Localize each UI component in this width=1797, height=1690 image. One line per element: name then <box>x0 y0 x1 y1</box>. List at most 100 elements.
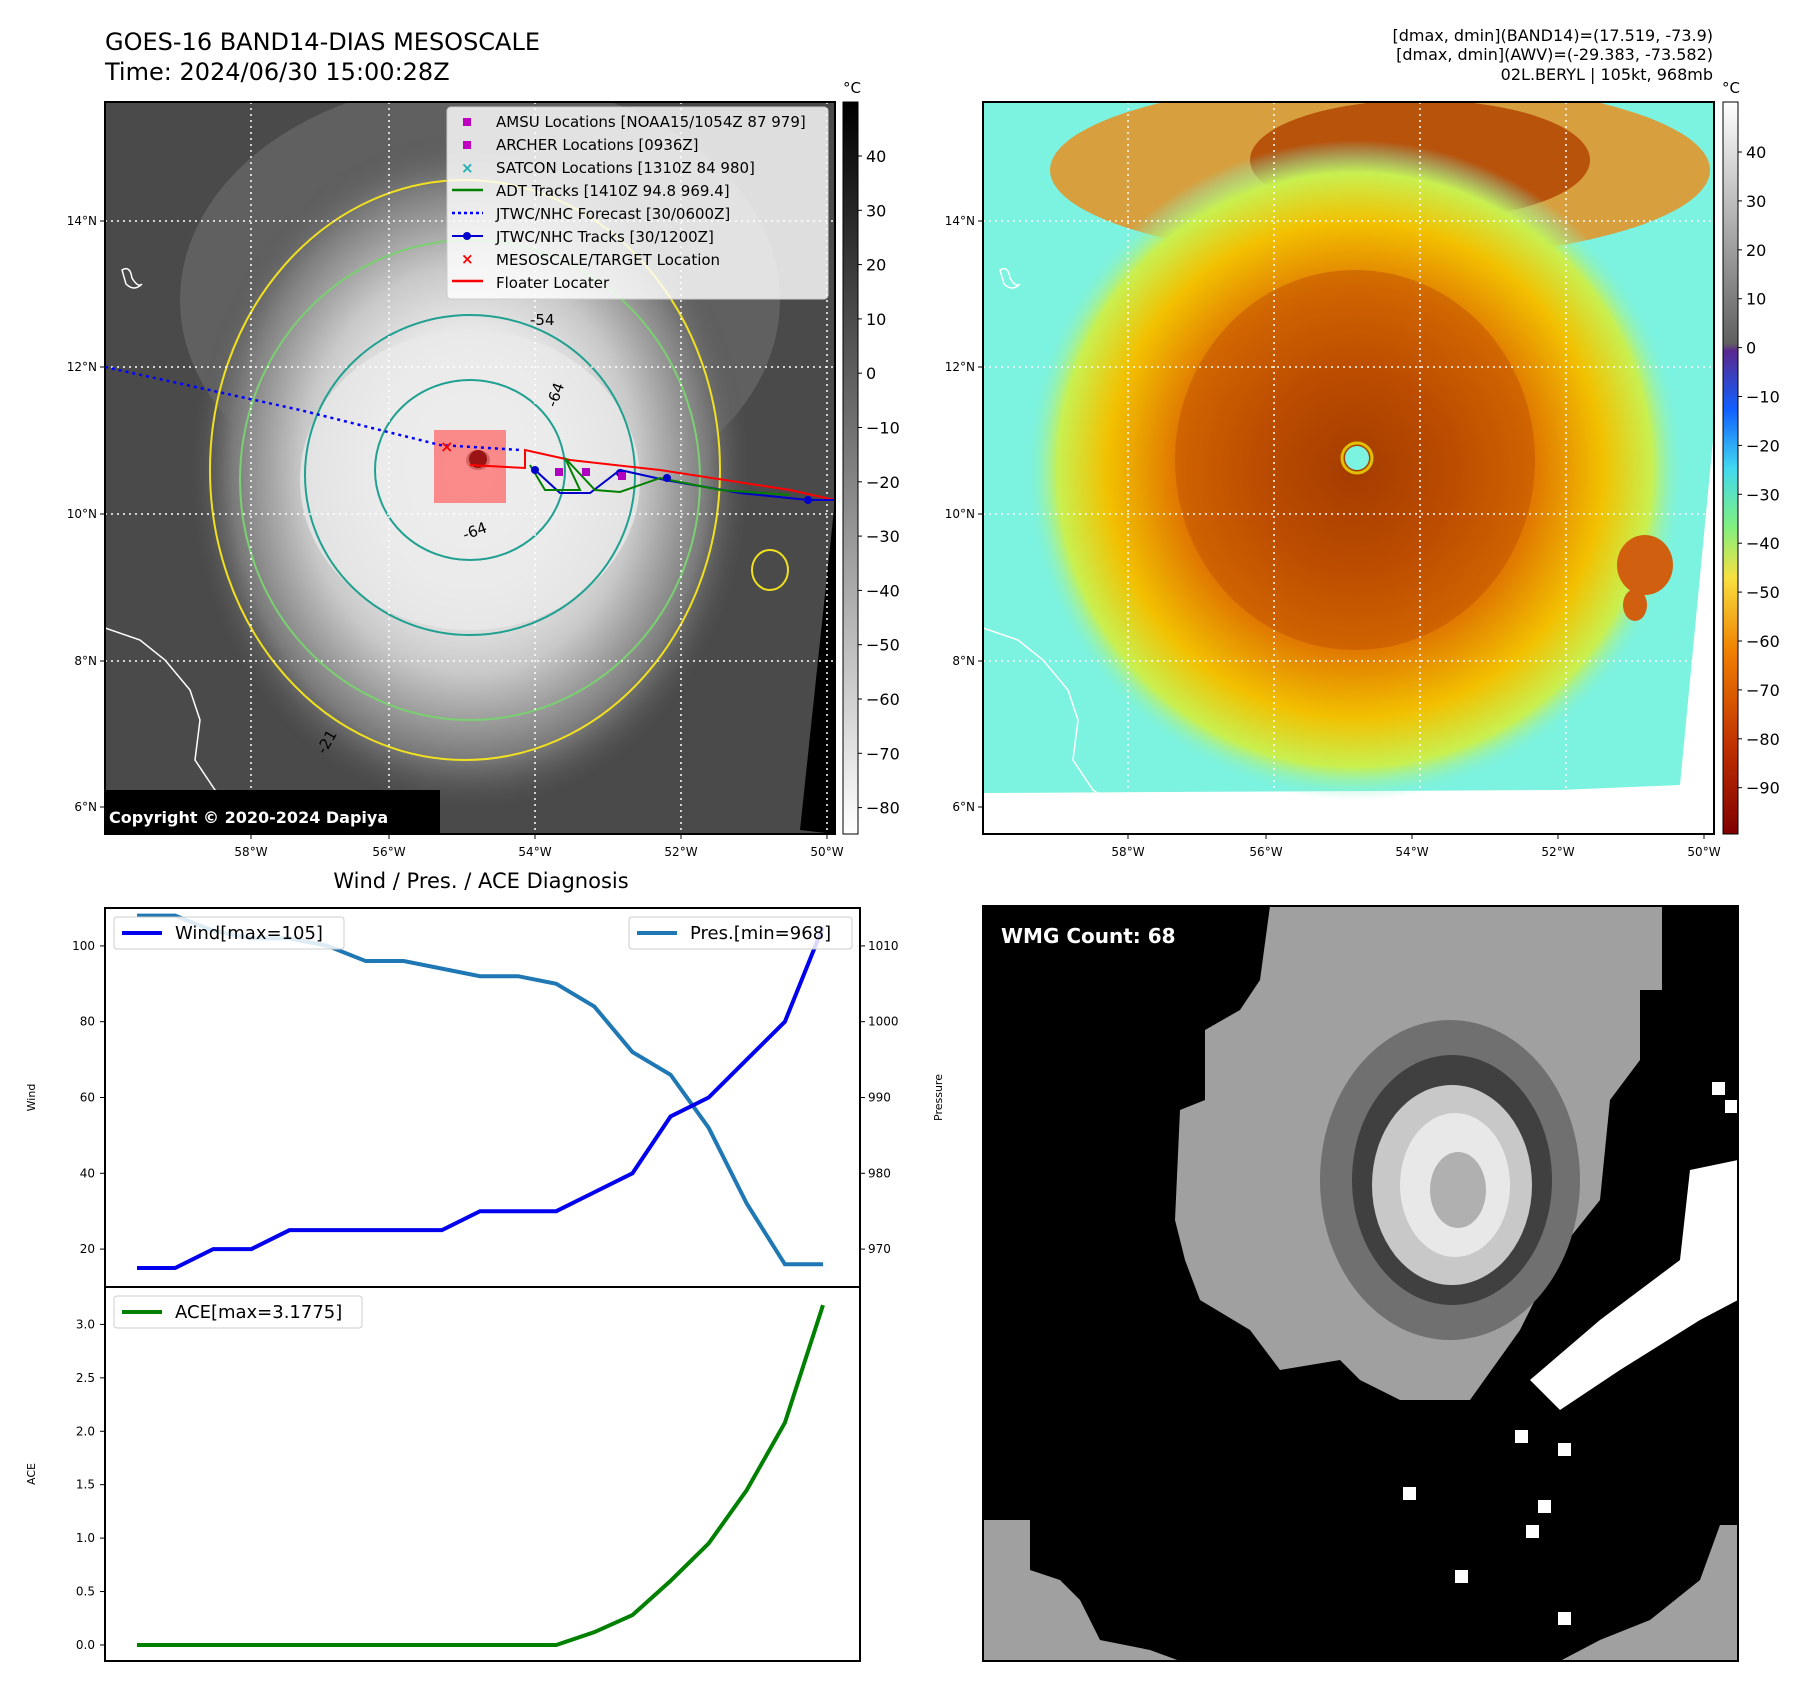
colorbar-tick-label: −70 <box>1746 681 1780 700</box>
colorbar-tick-label: 20 <box>1746 241 1766 260</box>
ace-line <box>137 1304 825 1647</box>
wind-legend-label: Wind[max=105] <box>175 923 323 944</box>
lat-tick-label: 14°N <box>67 214 97 228</box>
lon-tick-label: 56°W <box>1249 845 1282 859</box>
colorbar-tick-label: −30 <box>1746 485 1780 504</box>
wind-line <box>137 926 825 1271</box>
colorbar-tick-label: −70 <box>866 744 900 763</box>
info-awv: [dmax, dmin](AWV)=(-29.383, -73.582) <box>1396 45 1713 64</box>
info-storm: 02L.BERYL | 105kt, 968mb <box>1501 65 1713 84</box>
legend-label: JTWC/NHC Forecast [30/0600Z] <box>495 205 730 223</box>
lon-tick-label: 54°W <box>518 845 551 859</box>
wmg-panel: WMG Count: 68 <box>982 905 1739 1662</box>
contour-label: -54 <box>530 311 555 329</box>
lat-tick-label: 8°N <box>74 654 97 668</box>
colorbar-tick-label: −10 <box>866 419 900 438</box>
wind-tick-label: 80 <box>80 1015 95 1029</box>
svg-text:×: × <box>440 437 453 456</box>
wind-tick-label: 100 <box>72 939 95 953</box>
ace-tick-label: 3.0 <box>76 1317 95 1331</box>
lon-tick-label: 58°W <box>1111 845 1144 859</box>
wind-pressure-chart: 20 40 60 80 100 970 980 990 1000 1010 Wind Pressure… <box>25 907 945 1288</box>
legend-label: JTWC/NHC Tracks [30/1200Z] <box>495 228 714 246</box>
lon-tick-label: 54°W <box>1395 845 1428 859</box>
legend-marker-amsu <box>463 118 471 126</box>
colorbar-tick-label: −50 <box>1746 583 1780 602</box>
colorbar-tick-label: −60 <box>866 690 900 709</box>
colorbar-tick-label: 10 <box>1746 290 1766 309</box>
colorbar-tick-label: 40 <box>866 147 886 166</box>
colorbar-tick-label: −90 <box>1746 779 1780 798</box>
ir-colorbar <box>842 101 859 835</box>
ace-tick-label: 0.0 <box>76 1638 95 1652</box>
pressure-tick-label: 1010 <box>868 939 899 953</box>
map-legend: × × AMSU Locations [NOAA15/1054Z 87 979]… <box>446 106 829 300</box>
legend-label: Floater Locater <box>496 274 610 292</box>
copyright: Copyright © 2020-2024 Dapiya <box>109 808 388 827</box>
legend-label: ADT Tracks [1410Z 94.8 969.4] <box>496 182 730 200</box>
colorbar-tick-label: −80 <box>866 799 900 818</box>
wmg-count: WMG Count: 68 <box>1001 924 1176 948</box>
ace-tick-label: 2.5 <box>76 1371 95 1385</box>
lon-tick-label: 50°W <box>1687 845 1720 859</box>
ace-chart: 0.0 0.5 1.0 1.5 2.0 2.5 3.0 ACE ACE[max=3.1775] <box>25 1286 861 1662</box>
diagnosis-title: Wind / Pres. / ACE Diagnosis <box>333 869 628 893</box>
ace-tick-label: 0.5 <box>76 1585 95 1599</box>
lat-tick-label: 10°N <box>945 507 975 521</box>
colorbar-tick-label: 10 <box>866 310 886 329</box>
lat-tick-label: 14°N <box>945 214 975 228</box>
info-band14: [dmax, dmin](BAND14)=(17.519, -73.9) <box>1393 26 1714 45</box>
pressure-axis-label: Pressure <box>932 1074 945 1121</box>
pressure-tick-label: 980 <box>868 1166 891 1180</box>
ace-axis-label: ACE <box>25 1463 38 1485</box>
ir-colorbar-unit: °C <box>843 79 861 97</box>
colorbar-tick-label: 0 <box>1746 339 1756 358</box>
colorbar-tick-label: 20 <box>866 256 886 275</box>
lon-tick-label: 52°W <box>1541 845 1574 859</box>
lat-tick-label: 6°N <box>952 800 975 814</box>
ace-tick-label: 1.5 <box>76 1478 95 1492</box>
colorbar-tick-label: −40 <box>1746 534 1780 553</box>
colorbar-tick-label: −60 <box>1746 632 1780 651</box>
lat-tick-label: 10°N <box>67 507 97 521</box>
pressure-legend-label: Pres.[min=968] <box>690 923 831 944</box>
pressure-tick-label: 1000 <box>868 1015 899 1029</box>
colorbar-tick-label: 0 <box>866 364 876 383</box>
ace-tick-label: 1.0 <box>76 1531 95 1545</box>
lon-tick-label: 58°W <box>234 845 267 859</box>
awv-map: °C 40 30 20 10 0 −10 −20 −30 −40 −50 −60 −70 −80 −90 <box>982 79 1780 835</box>
colorbar-tick-label: −80 <box>1746 730 1780 749</box>
pressure-tick-label: 970 <box>868 1242 891 1256</box>
legend-marker-archer <box>463 141 471 149</box>
lat-tick-label: 8°N <box>952 654 975 668</box>
colorbar-tick-label: 40 <box>1746 143 1766 162</box>
wind-tick-label: 60 <box>80 1091 95 1105</box>
lat-tick-label: 12°N <box>945 360 975 374</box>
wind-tick-label: 40 <box>80 1166 95 1180</box>
awv-colorbar-unit: °C <box>1722 79 1740 97</box>
legend-marker-satcon: × <box>461 159 474 177</box>
legend-marker-target: × <box>461 250 474 268</box>
lon-tick-label: 52°W <box>664 845 697 859</box>
awv-colorbar <box>1722 101 1739 835</box>
legend-label: MESOSCALE/TARGET Location <box>496 251 720 269</box>
colorbar-tick-label: −20 <box>1746 436 1780 455</box>
colorbar-tick-label: 30 <box>1746 192 1766 211</box>
colorbar-tick-label: 30 <box>866 201 886 220</box>
colorbar-tick-label: −40 <box>866 581 900 600</box>
legend-label: SATCON Locations [1310Z 84 980] <box>496 159 755 177</box>
ace-tick-label: 2.0 <box>76 1424 95 1438</box>
legend-marker-tracks <box>452 232 483 240</box>
lat-tick-label: 12°N <box>67 360 97 374</box>
legend-label: ARCHER Locations [0936Z] <box>496 136 699 154</box>
figure-title: GOES-16 BAND14-DIAS MESOSCALE <box>105 28 540 56</box>
colorbar-tick-label: −50 <box>866 636 900 655</box>
pressure-tick-label: 990 <box>868 1091 891 1105</box>
wind-axis-label: Wind <box>25 1084 38 1112</box>
lat-tick-label: 6°N <box>74 800 97 814</box>
colorbar-tick-label: −20 <box>866 473 900 492</box>
colorbar-tick-label: −10 <box>1746 388 1780 407</box>
lon-tick-label: 56°W <box>372 845 405 859</box>
ace-legend-label: ACE[max=3.1775] <box>175 1302 342 1323</box>
colorbar-tick-label: −30 <box>866 527 900 546</box>
